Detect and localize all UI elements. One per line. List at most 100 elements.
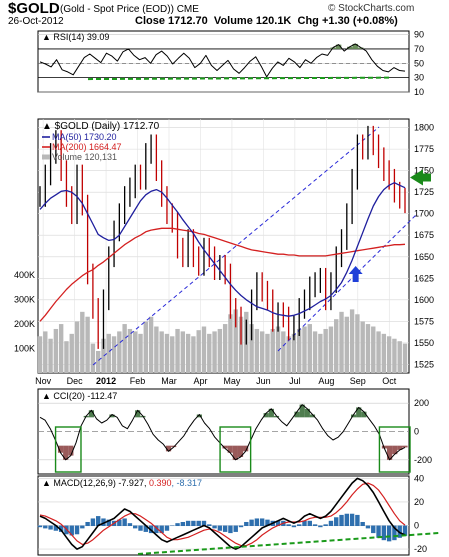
cci-positive-fill (350, 414, 357, 418)
cci-negative-fill (165, 445, 172, 452)
volume-bar (180, 331, 186, 373)
cci-positive-fill (263, 413, 269, 418)
macd-histogram-bar (80, 525, 85, 529)
trend-channel-lower (277, 213, 418, 352)
rsi-overbought-fill (346, 46, 353, 49)
macd-signal-line (39, 482, 406, 547)
rsi-support-line (87, 76, 390, 81)
legend-entry: MA(50) 1730.20 (52, 132, 117, 142)
price-tick-label: 1750 (414, 166, 434, 176)
macd-histogram-bar (228, 525, 233, 534)
volume-bar (185, 333, 191, 373)
macd-histogram-bar (291, 525, 297, 528)
rsi-tick-label: 50 (414, 58, 424, 68)
macd-histogram-bar (265, 519, 270, 527)
macd-histogram-bar (154, 525, 159, 534)
volume-bar (143, 321, 148, 373)
macd-histogram-bar (402, 525, 408, 536)
rsi-overbought-fill (335, 44, 342, 49)
rsi-overbought-fill (358, 47, 364, 49)
macd-histogram-bar (90, 518, 96, 527)
cci-tick-label: 0 (414, 427, 419, 437)
volume-bar (212, 331, 217, 373)
volume-bar (238, 316, 244, 373)
volume-bar (286, 336, 291, 373)
macd-histogram-bar (159, 525, 164, 534)
macd-histogram-bar (143, 525, 148, 532)
chart-description: (Gold - Spot Price (EOD)) CME (60, 4, 199, 15)
volume-bar (217, 328, 223, 373)
price-tick-label: 1600 (414, 295, 434, 305)
volume-bar (334, 319, 339, 373)
chg-label: Chg (297, 15, 319, 27)
macd-histogram-bar (302, 520, 307, 527)
macd-histogram-bar (365, 525, 371, 529)
price-tick-label: 1625 (414, 273, 434, 283)
cci-positive-fill (268, 408, 274, 418)
macd-label: ▲ MACD(12,26,9) -7.927, 0.390, -8.317 (42, 478, 202, 488)
macd-histogram-bar (117, 519, 122, 527)
macd-histogram-bar (74, 525, 80, 535)
macd-histogram-bar (170, 525, 175, 527)
volume-bar (233, 309, 238, 373)
volume-bar (80, 311, 85, 373)
volume-bar (53, 328, 59, 373)
cci-negative-fill (232, 445, 238, 460)
volume-bar (159, 331, 164, 373)
x-axis-tick-label: Dec (67, 376, 84, 386)
cci-positive-fill (109, 414, 115, 418)
macd-tick-label: 0 (414, 521, 419, 531)
volume-bar (90, 343, 96, 373)
cci-positive-fill (294, 411, 300, 418)
cci-negative-fill (381, 445, 388, 449)
macd-tick-label: 40 (414, 473, 424, 483)
cci-negative-fill (171, 445, 177, 448)
volume-bar (64, 341, 69, 373)
x-axis-tick-label: Aug (318, 376, 334, 386)
x-axis-tick-label: Jun (256, 376, 271, 386)
volume-bar (154, 326, 159, 373)
trend-channel-upper (92, 126, 380, 366)
macd-line (39, 477, 406, 550)
price-tick-label: 1675 (414, 230, 434, 240)
x-axis-tick-label: Nov (35, 376, 52, 386)
volume-bar (297, 328, 302, 373)
price-tick-label: 1525 (414, 359, 434, 369)
volume-bar (37, 336, 43, 373)
close-value: 1712.70 (168, 15, 208, 27)
volume-bar (101, 338, 106, 373)
price-title: ▲ $GOLD (Daily) 1712.70 (42, 121, 160, 132)
volume-bar (386, 336, 392, 373)
rsi-tick-label: 10 (414, 87, 424, 97)
volume-bar (111, 336, 117, 373)
cci-line (39, 404, 406, 461)
x-axis-tick-label: Apr (193, 376, 207, 386)
ma50-line (39, 182, 406, 317)
price-tick-label: 1700 (414, 209, 434, 219)
volume-bar (207, 333, 212, 373)
chart-date: 26-Oct-2012 (8, 16, 64, 27)
macd-histogram-bar (122, 518, 127, 527)
rsi-line (39, 43, 406, 78)
volume-bar (48, 338, 53, 373)
legend-entry: MA(200) 1664.47 (52, 142, 122, 152)
macd-histogram-bar (48, 525, 53, 530)
macd-histogram-bar (344, 513, 350, 527)
blue-arrow-icon (348, 265, 363, 282)
macd-histogram-bar (207, 524, 212, 527)
macd-histogram-bar (85, 521, 90, 527)
cci-positive-fill (196, 414, 202, 418)
volume-bar (164, 333, 170, 373)
chg-value: +1.30 (+0.08%) (321, 15, 398, 27)
macd-histogram-bar (43, 525, 48, 529)
cci-label: ▲ CCI(20) -112.47 (42, 391, 117, 401)
macd-histogram-bar (69, 525, 74, 536)
volume-bar (328, 326, 334, 373)
volume-bar (222, 324, 228, 373)
volume-bar (371, 326, 376, 373)
macd-histogram-bar (371, 525, 376, 534)
volume-bar (74, 321, 80, 373)
volume-bar (402, 343, 408, 373)
volume-tick-label: 200K (14, 319, 35, 329)
price-tick-label: 1575 (414, 316, 434, 326)
